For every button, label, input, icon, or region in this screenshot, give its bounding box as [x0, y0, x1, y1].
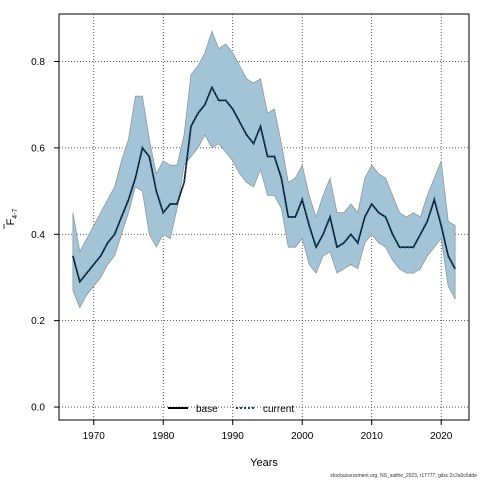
y-tick-label: 0.2 — [31, 316, 45, 327]
x-axis-title: Years — [250, 457, 278, 469]
x-tick-label: 1970 — [83, 431, 106, 442]
x-tick-label: 2010 — [361, 431, 384, 442]
y-tick-label: 0.6 — [31, 143, 45, 154]
y-axis: 0.0 0.2 0.4 0.6 0.8 — [31, 57, 59, 414]
y-axis-title: F4-7 — [3, 208, 19, 229]
y-tick-label: 0.4 — [31, 230, 45, 241]
legend: base current — [168, 404, 294, 415]
legend-label-current: current — [263, 404, 294, 415]
plot-frame — [58, 13, 470, 421]
y-axis-title-text: F4-7 — [5, 208, 19, 225]
confidence-band-layer — [72, 30, 456, 309]
y-tick-label: 0.0 — [31, 403, 45, 414]
x-tick-label: 1980 — [152, 431, 175, 442]
y-axis-title-subscript: 4-7 — [12, 208, 19, 218]
legend-label-base: base — [196, 404, 218, 415]
footnote: stockassessment.org, NS_saithe_2023, r17… — [330, 473, 477, 479]
y-tick-label: 0.8 — [31, 57, 45, 68]
x-tick-label: 2020 — [430, 431, 453, 442]
y-axis-title-main: F — [5, 218, 17, 225]
series-layer — [71, 85, 456, 284]
series-line-current — [71, 85, 456, 284]
x-tick-label: 2000 — [291, 431, 314, 442]
x-axis: 1970 1980 1990 2000 2010 2020 — [83, 420, 453, 442]
x-tick-label: 1990 — [222, 431, 245, 442]
confidence-band — [72, 30, 456, 309]
